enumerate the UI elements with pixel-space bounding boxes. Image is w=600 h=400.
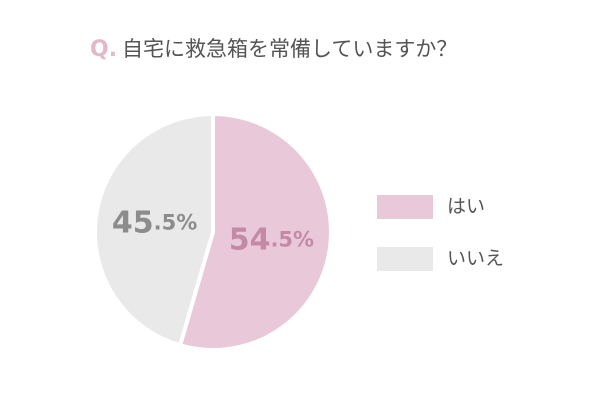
- question-label: Q.: [90, 37, 117, 62]
- data-label-major: 45: [112, 205, 154, 240]
- data-label: 54.5%: [229, 222, 314, 257]
- legend-label: いいえ: [447, 248, 504, 270]
- legend-label: はい: [447, 196, 485, 218]
- data-label-major: 54: [229, 222, 271, 257]
- data-label-minor: .5%: [154, 211, 198, 235]
- legend-swatch: [377, 247, 433, 271]
- data-label-minor: .5%: [270, 227, 314, 251]
- data-label: 45.5%: [112, 205, 197, 240]
- pie-slice: [177, 111, 333, 352]
- chart-title: 自宅に救急箱を常備していますか？: [122, 37, 457, 61]
- legend-swatch: [377, 195, 433, 219]
- pie-slice: [93, 111, 215, 348]
